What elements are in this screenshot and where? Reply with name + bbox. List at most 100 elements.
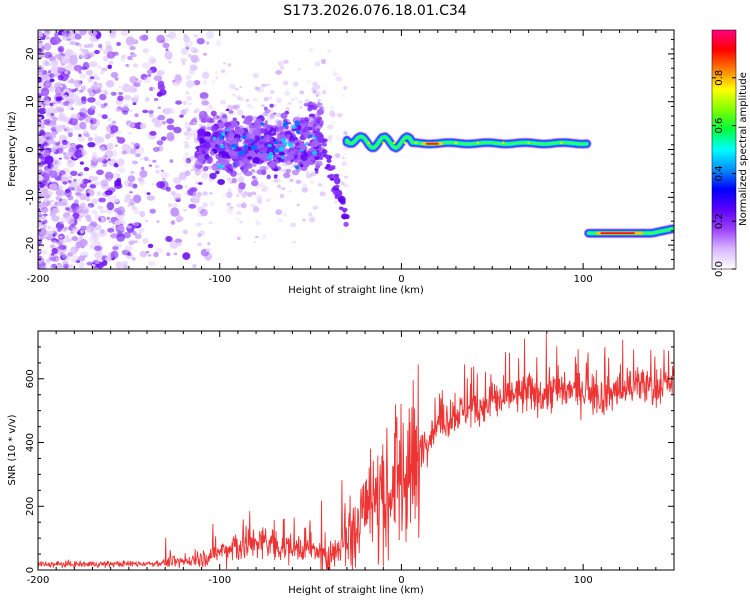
spectral-blob xyxy=(199,92,209,100)
spectral-blob xyxy=(71,187,76,191)
spectral-blob xyxy=(94,214,101,219)
spectral-blob xyxy=(64,65,69,70)
spectrogram-ylabel: Frequency (Hz) xyxy=(7,111,18,187)
spectral-blob xyxy=(38,65,44,73)
spectral-blob xyxy=(87,88,92,93)
primary-trace-spot xyxy=(501,141,505,145)
spectral-blob xyxy=(237,237,241,240)
spectral-blob xyxy=(316,128,320,131)
spectral-blob xyxy=(51,207,61,215)
spectral-blob xyxy=(101,67,108,72)
spectral-blob xyxy=(202,52,208,56)
spectral-blob xyxy=(205,248,211,252)
spectral-blob xyxy=(52,102,56,104)
spectral-blob xyxy=(114,243,120,247)
spectral-blob xyxy=(343,184,349,188)
spectral-blob xyxy=(78,261,85,269)
spectral-blob xyxy=(137,227,145,233)
spectral-blob xyxy=(60,63,65,67)
spectral-blob xyxy=(94,251,104,260)
spectral-blob xyxy=(299,149,304,152)
spectral-blob xyxy=(238,172,243,176)
spectral-blob xyxy=(58,134,68,142)
spectral-blob xyxy=(326,158,332,163)
spectral-blob xyxy=(188,53,192,58)
spectral-blob xyxy=(155,169,160,174)
spectral-blob xyxy=(78,255,86,262)
spectral-blob xyxy=(245,131,253,138)
spectral-blob xyxy=(132,194,142,204)
spectral-blob xyxy=(185,90,190,95)
spectral-blob xyxy=(216,121,222,126)
spectral-blob xyxy=(127,204,131,208)
spectral-blob xyxy=(186,95,192,102)
spectral-blob xyxy=(40,105,44,109)
spectral-blob xyxy=(329,110,335,117)
spectral-blob xyxy=(52,240,57,244)
spectral-blob xyxy=(209,192,213,195)
spectral-blob xyxy=(141,62,151,69)
spectral-blob xyxy=(110,233,119,239)
spectral-blob xyxy=(95,142,100,146)
spectral-blob xyxy=(279,193,285,199)
spectral-blob xyxy=(96,157,105,163)
spectral-blob xyxy=(185,122,188,125)
spectral-blob xyxy=(95,260,100,264)
spectral-blob xyxy=(232,93,236,97)
spectral-blob xyxy=(219,135,224,140)
spectral-blob xyxy=(247,162,253,169)
spectral-blob xyxy=(316,84,321,90)
spectral-blob xyxy=(187,132,193,137)
spectral-blob xyxy=(202,202,209,208)
spectral-blob xyxy=(285,106,290,112)
spectral-blob xyxy=(89,105,97,111)
spectral-blob xyxy=(56,162,62,166)
spectral-blob xyxy=(152,146,160,152)
spectral-blob xyxy=(251,169,255,172)
spectral-blob xyxy=(311,86,318,93)
colorbar: 0.0 0.2 0.4 0.6 0.8 Normalized spectral ampl… xyxy=(711,29,749,277)
spectral-blob xyxy=(235,128,245,135)
spectral-blob xyxy=(90,245,94,249)
snr-ticks: -200 -100 0 100 0 200 400 600 xyxy=(25,330,675,586)
spectral-blob xyxy=(257,199,263,205)
spectral-blob xyxy=(62,254,70,260)
spectral-blob xyxy=(81,113,88,118)
spectral-blob xyxy=(80,202,86,208)
spectral-blob xyxy=(50,226,60,235)
spectral-blob xyxy=(292,125,296,129)
spectral-blob xyxy=(187,102,192,106)
spectral-blob xyxy=(231,147,236,150)
spectral-blob xyxy=(92,155,97,161)
spectral-blob xyxy=(315,94,319,97)
spectral-blob xyxy=(184,152,190,157)
spectral-blob xyxy=(40,207,49,213)
spectral-blob xyxy=(175,216,184,222)
spectral-blob xyxy=(187,80,196,87)
spectral-blob xyxy=(104,171,114,181)
spectral-blob xyxy=(79,107,88,115)
spectral-blob xyxy=(217,164,224,169)
spectral-blob xyxy=(98,229,107,238)
spectral-blob xyxy=(50,164,58,171)
spectral-blob xyxy=(38,122,45,129)
colorbar-gradient xyxy=(711,29,737,270)
spectral-blob xyxy=(99,48,104,51)
spectral-blob xyxy=(55,106,60,110)
spectral-blob xyxy=(53,32,59,37)
spectral-blob xyxy=(112,245,119,251)
spectral-blob xyxy=(121,261,128,266)
spectral-blob xyxy=(164,51,173,60)
spectral-blob xyxy=(69,181,78,189)
spectral-blob xyxy=(148,164,153,167)
spectral-blob xyxy=(79,47,84,52)
spectral-blob xyxy=(183,100,187,105)
snr-frame xyxy=(37,330,675,571)
spectral-blob xyxy=(106,51,116,59)
spectrogram-xlabel: Height of straight line (km) xyxy=(288,285,424,296)
spectral-blob xyxy=(98,43,103,49)
spectral-blob xyxy=(111,120,117,125)
spectral-blob xyxy=(312,150,318,155)
spectral-blob xyxy=(90,30,98,36)
spectral-blob xyxy=(302,218,306,222)
